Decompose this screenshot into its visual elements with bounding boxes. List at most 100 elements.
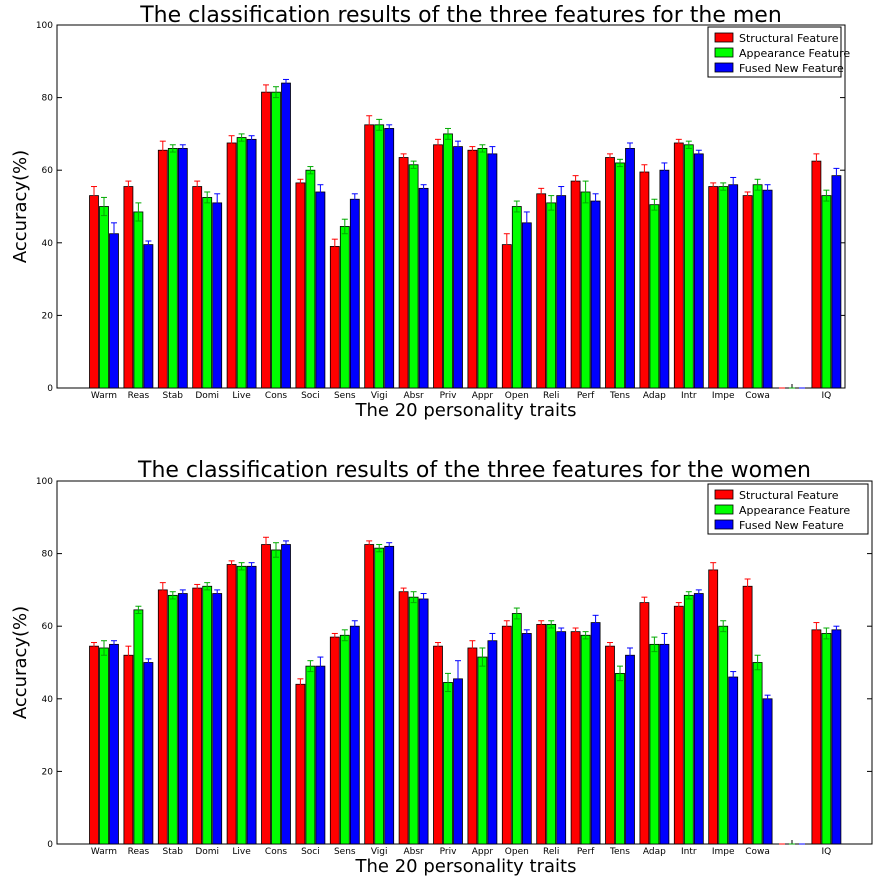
legend-swatch-structural bbox=[714, 32, 734, 43]
bar-appearance bbox=[752, 184, 763, 389]
bar-fused bbox=[109, 643, 119, 845]
x-tick-label: Cowa bbox=[745, 391, 770, 401]
bar-structural bbox=[433, 144, 443, 389]
bar-structural bbox=[89, 195, 99, 389]
bar-appearance bbox=[511, 206, 522, 389]
x-tick-label: IQ bbox=[822, 847, 832, 857]
bar-fused bbox=[349, 198, 360, 389]
y-axis-label: Accuracy(%) bbox=[10, 606, 31, 719]
bar-fused bbox=[349, 625, 360, 845]
bar-structural bbox=[605, 157, 615, 389]
bar-appearance bbox=[511, 613, 522, 845]
bar-appearance bbox=[752, 662, 763, 845]
legend-label: Appearance Feature bbox=[739, 47, 850, 60]
bar-appearance bbox=[202, 585, 213, 845]
bar-structural bbox=[742, 585, 753, 845]
bar-structural bbox=[261, 544, 271, 845]
x-tick-label: Priv bbox=[440, 391, 457, 401]
bar-appearance bbox=[236, 137, 247, 389]
bar-structural bbox=[364, 124, 375, 389]
bar-appearance bbox=[133, 211, 144, 389]
bar-structural bbox=[157, 149, 168, 389]
bar-fused bbox=[212, 593, 223, 845]
x-tick-label: Domi bbox=[195, 391, 219, 401]
bar-structural bbox=[192, 587, 203, 845]
x-tick-label: Vigi bbox=[371, 847, 388, 857]
bar-fused bbox=[659, 643, 670, 845]
legend-swatch-fused bbox=[714, 62, 734, 73]
bar-fused bbox=[728, 184, 739, 389]
legend-label: Fused New Feature bbox=[739, 519, 844, 532]
bar-structural bbox=[708, 569, 719, 845]
legend: Structural Feature Appearance Feature Fuse… bbox=[707, 26, 850, 78]
x-tick-label: Reli bbox=[543, 391, 559, 401]
men-chart: The classification results of the three … bbox=[10, 3, 850, 421]
bar-appearance bbox=[683, 594, 694, 845]
x-tick-label: Cons bbox=[265, 391, 287, 401]
x-tick-label: Warm bbox=[91, 847, 117, 857]
bar-appearance bbox=[821, 195, 832, 389]
x-tick-label: Adap bbox=[643, 391, 666, 401]
x-tick-label: Live bbox=[232, 847, 251, 857]
bar-fused bbox=[590, 622, 601, 845]
bar-structural bbox=[295, 683, 306, 845]
x-tick-label: Open bbox=[505, 847, 529, 857]
bar-appearance bbox=[339, 634, 350, 845]
bar-appearance bbox=[305, 169, 316, 389]
bar-fused bbox=[487, 640, 498, 845]
x-tick-label: Sens bbox=[334, 391, 356, 401]
bar-structural bbox=[811, 629, 822, 845]
bar-appearance bbox=[167, 594, 178, 845]
bar-fused bbox=[728, 676, 739, 845]
bar-fused bbox=[246, 565, 257, 845]
x-tick-label: Warm bbox=[91, 391, 117, 401]
bar-appearance bbox=[408, 596, 419, 845]
x-tick-label: Reas bbox=[128, 391, 150, 401]
x-tick-label: Intr bbox=[681, 847, 697, 857]
bar-structural bbox=[467, 149, 478, 389]
x-tick-label: Impe bbox=[712, 847, 735, 857]
bar-fused bbox=[590, 200, 601, 389]
bar-fused bbox=[384, 128, 395, 389]
bar-appearance bbox=[615, 672, 625, 845]
bar-structural bbox=[639, 602, 650, 845]
bar-appearance bbox=[271, 549, 281, 845]
legend-swatch-structural bbox=[714, 489, 734, 500]
legend-swatch-appearance bbox=[714, 504, 734, 515]
x-tick-label: Perf bbox=[577, 847, 595, 857]
bar-appearance bbox=[408, 164, 419, 389]
bar-structural bbox=[295, 182, 306, 389]
x-tick-label: Perf bbox=[577, 391, 595, 401]
bar-structural bbox=[398, 157, 409, 389]
legend-label: Structural Feature bbox=[739, 32, 839, 45]
bar-fused bbox=[281, 544, 291, 845]
bar-fused bbox=[521, 222, 532, 389]
y-tick-label: 80 bbox=[42, 550, 54, 560]
bar-appearance bbox=[546, 623, 557, 845]
bar-appearance bbox=[580, 634, 591, 845]
x-tick-label: Priv bbox=[440, 847, 457, 857]
x-tick-label: Soci bbox=[301, 391, 320, 401]
x-tick-label: Intr bbox=[681, 391, 697, 401]
y-tick-label: 80 bbox=[42, 94, 54, 104]
legend-swatch-fused bbox=[714, 519, 734, 530]
bar-fused bbox=[487, 153, 498, 389]
bar-fused bbox=[143, 244, 154, 389]
bar-fused bbox=[418, 598, 429, 845]
bar-structural bbox=[570, 631, 581, 845]
x-tick-label: Stab bbox=[163, 391, 184, 401]
bar-structural bbox=[467, 647, 478, 845]
x-tick-label: Appr bbox=[472, 391, 494, 401]
bar-appearance bbox=[339, 226, 350, 389]
bar-structural bbox=[811, 160, 822, 389]
bar-appearance bbox=[443, 682, 453, 845]
bar-structural bbox=[398, 591, 409, 845]
bar-structural bbox=[673, 605, 684, 845]
bar-structural bbox=[673, 142, 684, 389]
x-tick-label: Open bbox=[505, 391, 529, 401]
bar-fused bbox=[521, 633, 532, 845]
bar-appearance bbox=[305, 665, 316, 845]
bar-fused bbox=[315, 665, 326, 845]
x-tick-label: Cons bbox=[265, 847, 287, 857]
bar-structural bbox=[501, 625, 512, 845]
